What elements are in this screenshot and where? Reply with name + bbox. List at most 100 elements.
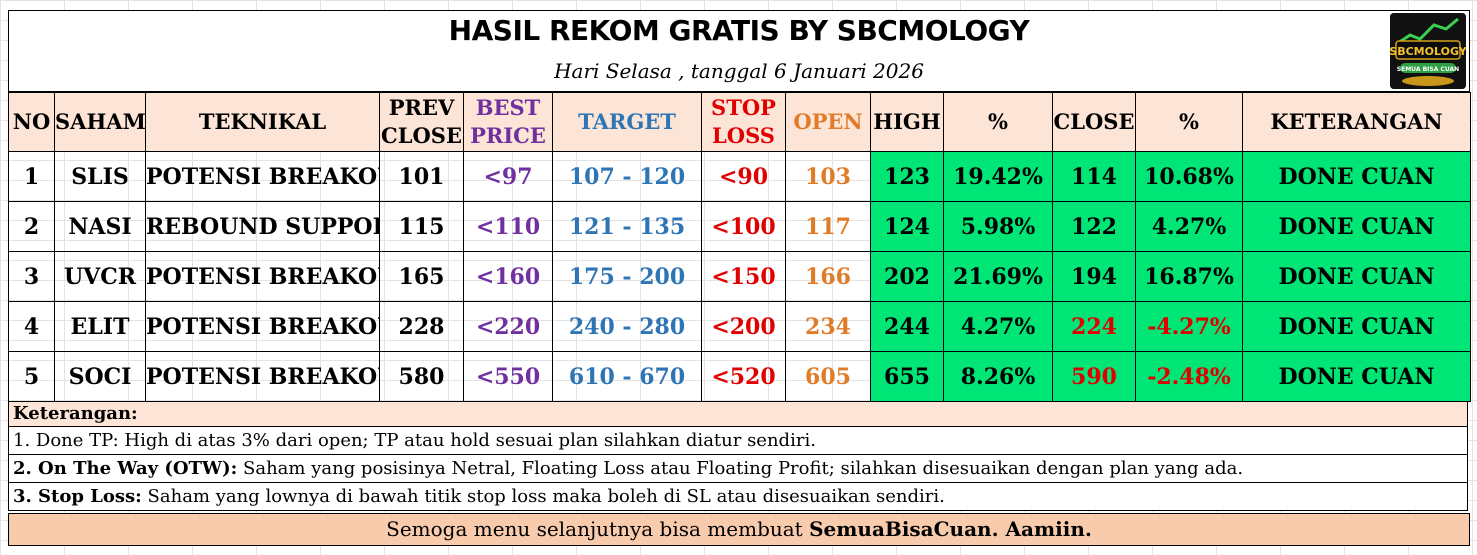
cell-prev-close: 101	[379, 151, 464, 202]
note-line-3-text: Saham yang lownya di bawah titik stop lo…	[141, 486, 945, 507]
cell-high: 124	[870, 201, 944, 252]
cell-stop-loss: <200	[701, 301, 786, 352]
table-row: 4 ELIT POTENSI BREAKOUT R. 228 <220 240 …	[8, 301, 1471, 352]
cell-prev-close: 228	[379, 301, 464, 352]
footer-text: Semoga menu selanjutnya bisa membuat	[386, 517, 810, 541]
cell-pct-high: 4.27%	[943, 301, 1053, 352]
cell-keterangan: DONE CUAN	[1242, 301, 1471, 352]
cell-best-price: <97	[463, 151, 553, 202]
cell-teknikal: POTENSI BREAKOUT R.	[145, 151, 380, 202]
col-no: NO	[8, 92, 55, 152]
col-pct-high: %	[943, 92, 1053, 152]
cell-saham: NASI	[54, 201, 146, 252]
col-high: HIGH	[870, 92, 944, 152]
cell-saham: SLIS	[54, 151, 146, 202]
cell-pct-close: -2.48%	[1135, 351, 1243, 402]
cell-no: 2	[8, 201, 55, 252]
note-line-3-label: 3. Stop Loss:	[13, 486, 142, 507]
table-row: 3 UVCR POTENSI BREAKOUT R. 165 <160 175 …	[8, 251, 1471, 302]
cell-keterangan: DONE CUAN	[1242, 201, 1471, 252]
cell-pct-close: 4.27%	[1135, 201, 1243, 252]
cell-prev-close: 580	[379, 351, 464, 402]
note-line-3: 3. Stop Loss: Saham yang lownya di bawah…	[8, 483, 1468, 511]
col-saham: SAHAM	[54, 92, 146, 152]
table-header-row: NO SAHAM TEKNIKAL PREV CLOSE BEST PRICE TA…	[8, 92, 1471, 152]
cell-stop-loss: <520	[701, 351, 786, 402]
col-prev-close: PREV CLOSE	[379, 92, 464, 152]
cell-best-price: <550	[463, 351, 553, 402]
note-line-2: 2. On The Way (OTW): Saham yang posisiny…	[8, 455, 1468, 483]
cell-keterangan: DONE CUAN	[1242, 351, 1471, 402]
cell-best-price: <110	[463, 201, 553, 252]
cell-pct-close: 10.68%	[1135, 151, 1243, 202]
note-line-1: 1. Done TP: High di atas 3% dari open; T…	[8, 427, 1468, 455]
col-keterangan: KETERANGAN	[1242, 92, 1471, 152]
cell-keterangan: DONE CUAN	[1242, 251, 1471, 302]
cell-high: 655	[870, 351, 944, 402]
cell-target: 121 - 135	[552, 201, 702, 252]
cell-no: 5	[8, 351, 55, 402]
notes-heading: Keterangan:	[8, 402, 1468, 427]
cell-teknikal: REBOUND SUPPORT.	[145, 201, 380, 252]
cell-best-price: <160	[463, 251, 553, 302]
cell-keterangan: DONE CUAN	[1242, 151, 1471, 202]
cell-pct-high: 5.98%	[943, 201, 1053, 252]
cell-saham: SOCI	[54, 351, 146, 402]
cell-teknikal: POTENSI BREAKOUT R.	[145, 301, 380, 352]
cell-high: 123	[870, 151, 944, 202]
cell-pct-high: 19.42%	[943, 151, 1053, 202]
cell-stop-loss: <100	[701, 201, 786, 252]
logo-subtext: SEMUA BISA CUAN	[1397, 66, 1459, 73]
cell-high: 202	[870, 251, 944, 302]
cell-open: 234	[785, 301, 871, 352]
cell-prev-close: 115	[379, 201, 464, 252]
cell-high: 244	[870, 301, 944, 352]
table-row: 1 SLIS POTENSI BREAKOUT R. 101 <97 107 -…	[8, 151, 1471, 202]
cell-best-price: <220	[463, 301, 553, 352]
notes-section: Keterangan: 1. Done TP: High di atas 3% …	[8, 402, 1468, 511]
cell-pct-high: 8.26%	[943, 351, 1053, 402]
cell-close: 114	[1052, 151, 1136, 202]
col-target: TARGET	[552, 92, 702, 152]
page-title: HASIL REKOM GRATIS BY SBCMOLOGY	[8, 10, 1470, 52]
cell-close: 122	[1052, 201, 1136, 252]
cell-close: 194	[1052, 251, 1136, 302]
cell-target: 175 - 200	[552, 251, 702, 302]
cell-pct-high: 21.69%	[943, 251, 1053, 302]
cell-pct-close: -4.27%	[1135, 301, 1243, 352]
col-stop-loss: STOP LOSS	[701, 92, 786, 152]
col-open: OPEN	[785, 92, 871, 152]
cell-pct-close: 16.87%	[1135, 251, 1243, 302]
sbcmology-logo: SBCMOLOGY SEMUA BISA CUAN	[1390, 13, 1466, 89]
logo-text: SBCMOLOGY	[1390, 45, 1466, 58]
note-line-2-label: 2. On The Way (OTW):	[13, 458, 238, 479]
cell-close: 224	[1052, 301, 1136, 352]
table-row: 5 SOCI POTENSI BREAKOUT R. 580 <550 610 …	[8, 351, 1471, 402]
cell-teknikal: POTENSI BREAKOUT R.	[145, 251, 380, 302]
cell-open: 103	[785, 151, 871, 202]
rekom-table: NO SAHAM TEKNIKAL PREV CLOSE BEST PRICE TA…	[8, 92, 1471, 402]
footer-banner: Semoga menu selanjutnya bisa membuat Sem…	[8, 513, 1470, 546]
cell-teknikal: POTENSI BREAKOUT R.	[145, 351, 380, 402]
cell-no: 4	[8, 301, 55, 352]
cell-target: 610 - 670	[552, 351, 702, 402]
cell-no: 3	[8, 251, 55, 302]
note-line-2-text: Saham yang posisinya Netral, Floating Lo…	[237, 458, 1244, 479]
logo-graphic: SBCMOLOGY SEMUA BISA CUAN	[1390, 13, 1466, 89]
cell-open: 166	[785, 251, 871, 302]
table-row: 2 NASI REBOUND SUPPORT. 115 <110 121 - 1…	[8, 201, 1471, 252]
col-close: CLOSE	[1052, 92, 1136, 152]
cell-stop-loss: <150	[701, 251, 786, 302]
cell-open: 605	[785, 351, 871, 402]
date-line: Hari Selasa , tanggal 6 Januari 2026	[8, 51, 1470, 92]
cell-stop-loss: <90	[701, 151, 786, 202]
cell-open: 117	[785, 201, 871, 252]
cell-saham: UVCR	[54, 251, 146, 302]
footer-bold: SemuaBisaCuan. Aamiin.	[809, 517, 1092, 541]
cell-prev-close: 165	[379, 251, 464, 302]
cell-saham: ELIT	[54, 301, 146, 352]
col-best-price: BEST PRICE	[463, 92, 553, 152]
col-teknikal: TEKNIKAL	[145, 92, 380, 152]
col-pct-close: %	[1135, 92, 1243, 152]
cell-no: 1	[8, 151, 55, 202]
